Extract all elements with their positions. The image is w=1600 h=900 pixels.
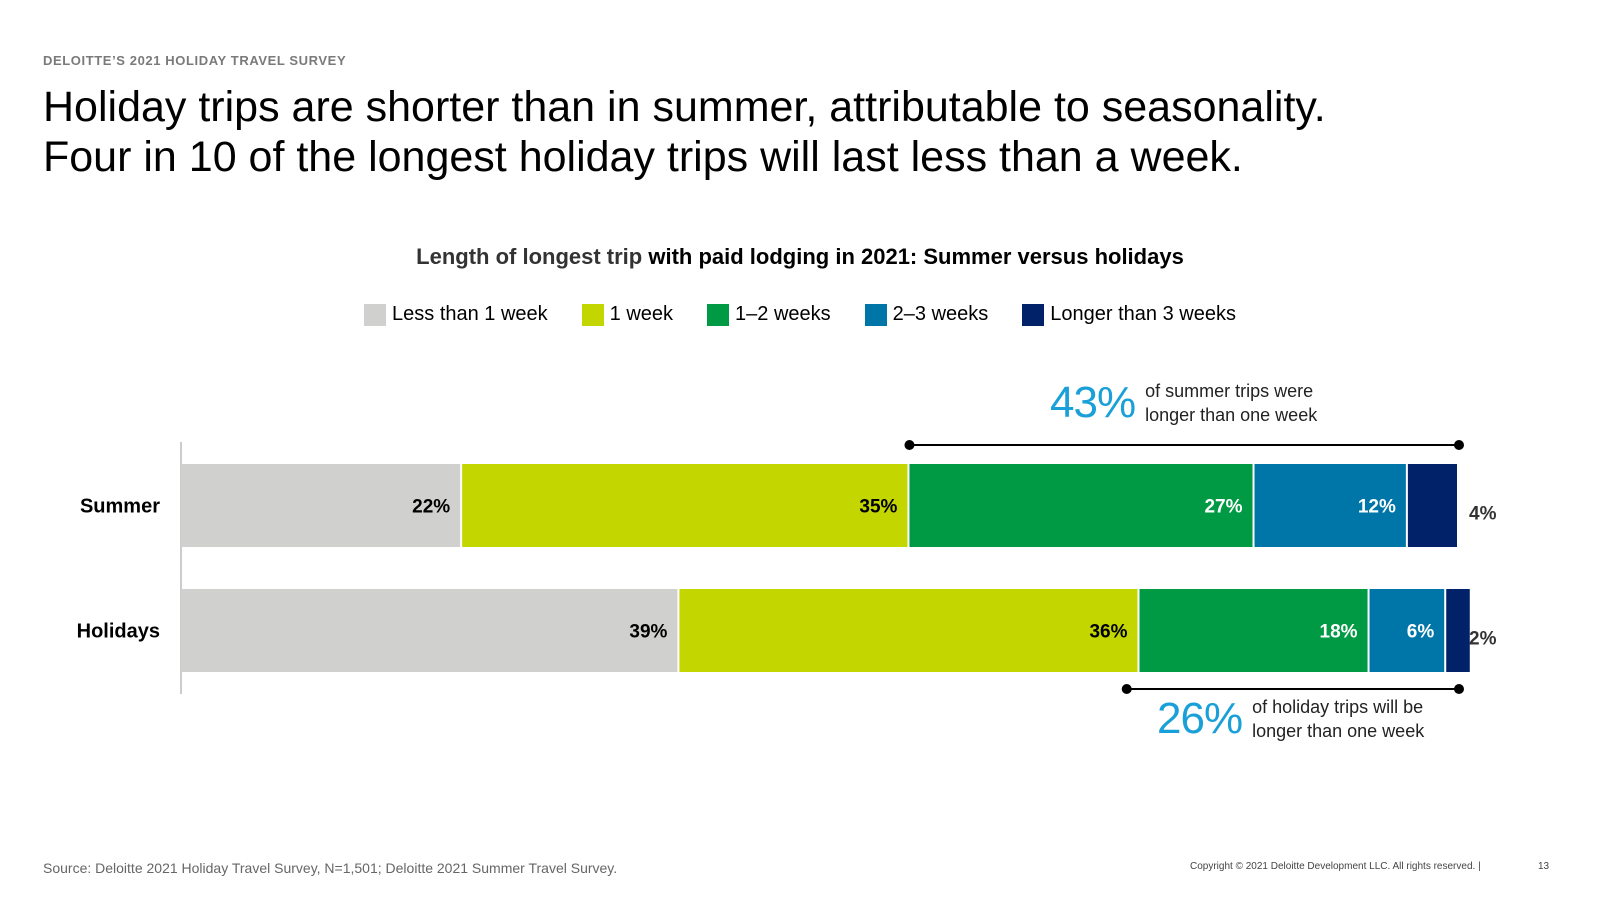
- annotation-bracket-dot: [1121, 684, 1132, 694]
- bar-segment: [1369, 589, 1445, 672]
- legend-label: 2–3 weeks: [892, 303, 989, 325]
- data-label: 18%: [1320, 622, 1358, 643]
- holiday-callout-line-2: longer than one week: [1252, 721, 1425, 741]
- bar-segment: [462, 464, 908, 547]
- bar-segment: [909, 464, 1253, 547]
- bar-segment: [1254, 464, 1406, 547]
- copyright-note: Copyright © 2021 Deloitte Development LL…: [1190, 861, 1481, 872]
- data-label: 12%: [1358, 497, 1396, 518]
- data-label: 6%: [1407, 622, 1435, 643]
- legend-label: 1 week: [609, 303, 674, 325]
- legend-item: 2–3 weeks: [864, 303, 989, 326]
- legend-swatch: [364, 303, 387, 326]
- headline-line-1: Holiday trips are shorter than in summer…: [43, 83, 1326, 131]
- chart-legend: Less than 1 week 1 week 1–2 weeks 2–3 we…: [0, 303, 1600, 326]
- bar-segment: [1446, 589, 1470, 672]
- data-label: 2%: [1469, 629, 1497, 650]
- data-label: 36%: [1089, 622, 1127, 643]
- bar-segment: [181, 589, 678, 672]
- summer-callout: 43% of summer trips were longer than one…: [1050, 378, 1345, 428]
- chart-title-part-1: Length of longest trip: [416, 244, 643, 269]
- legend-item: Longer than 3 weeks: [1022, 303, 1236, 326]
- data-label: 39%: [629, 622, 667, 643]
- headline-line-2: Four in 10 of the longest holiday trips …: [43, 133, 1243, 181]
- legend-item: Less than 1 week: [364, 303, 548, 326]
- annotation-bracket-dot: [1454, 684, 1464, 694]
- data-label: 35%: [859, 497, 897, 518]
- summer-callout-line-1: of summer trips were: [1145, 381, 1314, 401]
- legend-swatch: [707, 303, 730, 326]
- annotation-bracket-dot: [1454, 440, 1464, 450]
- bar-segment: [1139, 589, 1368, 672]
- source-note: Source: Deloitte 2021 Holiday Travel Sur…: [43, 860, 618, 876]
- legend-item: 1 week: [581, 303, 674, 326]
- bar-segment: [181, 464, 461, 547]
- legend-label: Longer than 3 weeks: [1050, 303, 1236, 325]
- holiday-callout: 26% of holiday trips will be longer than…: [1157, 694, 1452, 744]
- data-label: 22%: [412, 497, 450, 518]
- holiday-callout-text: of holiday trips will be longer than one…: [1252, 695, 1452, 743]
- annotation-bracket-dot: [904, 440, 915, 450]
- summer-callout-line-2: longer than one week: [1145, 405, 1318, 425]
- legend-label: Less than 1 week: [392, 303, 548, 325]
- holiday-callout-value: 26%: [1157, 694, 1243, 743]
- holiday-callout-line-1: of holiday trips will be: [1252, 697, 1424, 717]
- chart-title-part-2: with paid lodging in 2021: Summer versus…: [642, 244, 1184, 269]
- category-label-summer: Summer: [80, 496, 160, 518]
- chart-title: Length of longest trip with paid lodging…: [0, 244, 1600, 270]
- legend-label: 1–2 weeks: [735, 303, 831, 325]
- bar-segment: [1407, 464, 1457, 547]
- legend-item: 1–2 weeks: [707, 303, 831, 326]
- bar-segment: [679, 589, 1138, 672]
- survey-kicker: DELOITTE’S 2021 HOLIDAY TRAVEL SURVEY: [43, 53, 347, 68]
- data-label: 4%: [1469, 504, 1497, 525]
- legend-swatch: [1022, 303, 1045, 326]
- summer-callout-text: of summer trips were longer than one wee…: [1145, 379, 1345, 427]
- category-label-holidays: Holidays: [77, 621, 160, 643]
- page-number: 13: [1538, 861, 1550, 872]
- legend-swatch: [581, 303, 604, 326]
- data-label: 27%: [1204, 497, 1242, 518]
- legend-swatch: [864, 303, 887, 326]
- summer-callout-value: 43%: [1050, 378, 1136, 427]
- page-headline: Holiday trips are shorter than in summer…: [43, 82, 1543, 182]
